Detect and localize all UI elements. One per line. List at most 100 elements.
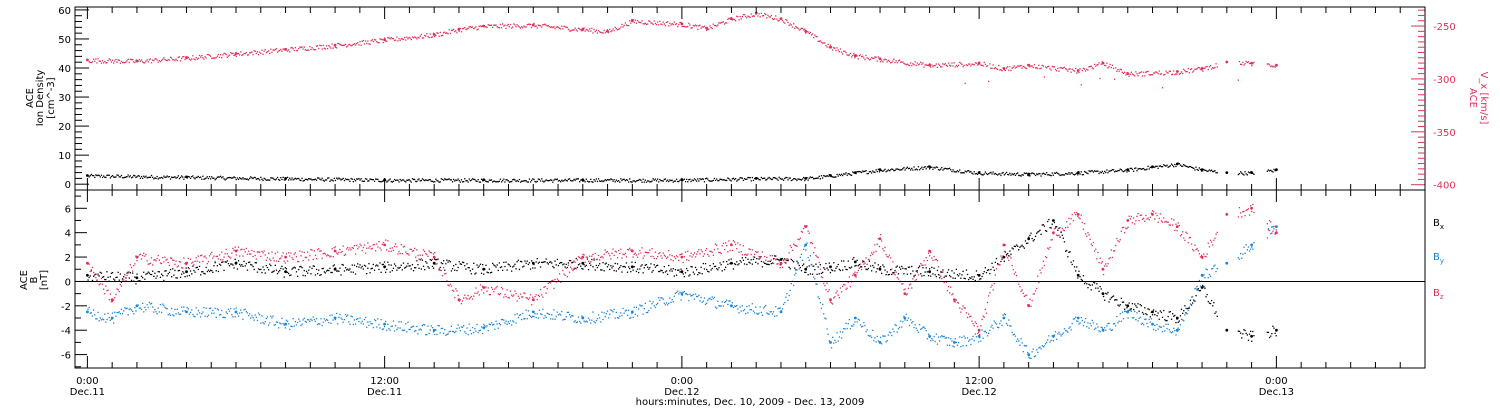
- trace-dot: [419, 259, 421, 261]
- trace-dot: [827, 269, 829, 271]
- trace-dot: [148, 272, 150, 274]
- trace-dot: [1192, 167, 1194, 169]
- trace-dot: [349, 323, 351, 325]
- trace-dot: [285, 253, 288, 255]
- trace-dot: [1059, 333, 1061, 335]
- trace-dot: [468, 26, 470, 28]
- trace-dot: [813, 276, 815, 278]
- density-axis-label-unit: [cm^-3]: [46, 77, 57, 118]
- trace-dot: [1004, 251, 1007, 253]
- trace-dot: [545, 316, 547, 319]
- trace-dot: [514, 314, 516, 316]
- trace-dot: [379, 38, 381, 40]
- trace-dot: [1048, 174, 1050, 176]
- trace-dot: [1010, 174, 1012, 176]
- trace-dot: [584, 181, 586, 183]
- trace-dot: [748, 261, 750, 263]
- trace-dot: [557, 180, 560, 182]
- trace-dot: [594, 269, 596, 271]
- trace-dot: [601, 311, 603, 313]
- trace-dot: [150, 302, 153, 305]
- trace-dot: [198, 265, 201, 268]
- trace-dot: [366, 273, 368, 275]
- trace-dot: [1047, 174, 1049, 176]
- trace-dot: [859, 54, 862, 56]
- trace-dot: [716, 307, 718, 309]
- trace-dot: [1270, 169, 1272, 171]
- trace-dot: [1148, 318, 1150, 320]
- trace-dot: [330, 255, 332, 257]
- trace-dot: [443, 267, 445, 269]
- trace-dot: [337, 42, 339, 45]
- trace-dot: [408, 254, 410, 256]
- trace-dot: [440, 35, 442, 37]
- trace-dot: [1086, 172, 1088, 174]
- trace-dot: [322, 179, 324, 181]
- trace-dot: [687, 25, 689, 28]
- trace-dot: [1185, 71, 1187, 73]
- trace-dot: [752, 179, 755, 182]
- trace-dot: [241, 311, 243, 314]
- trace-dot: [923, 274, 925, 277]
- trace-dot: [853, 172, 855, 174]
- trace-dot: [415, 37, 417, 39]
- trace-dot: [708, 180, 710, 182]
- trace-dot: [910, 319, 912, 321]
- trace-dot: [376, 243, 378, 245]
- trace-dot: [447, 261, 449, 263]
- trace-dot: [688, 22, 690, 25]
- trace-dot: [941, 271, 943, 273]
- trace-dot: [1041, 224, 1043, 226]
- trace-dot: [535, 294, 537, 296]
- trace-dot: [488, 294, 490, 296]
- trace-dot: [179, 60, 182, 62]
- trace-dot: [766, 178, 768, 181]
- trace-dot: [404, 267, 406, 269]
- trace-dot: [1093, 282, 1096, 284]
- trace-dot: [655, 23, 658, 26]
- trace-dot: [234, 246, 236, 248]
- trace-dot: [884, 168, 886, 170]
- trace-dot: [105, 285, 107, 287]
- trace-dot: [561, 262, 563, 264]
- trace-dot: [330, 322, 332, 324]
- trace-dot: [562, 28, 564, 30]
- trace-dot: [1110, 329, 1112, 331]
- trace-dot: [607, 264, 610, 266]
- trace-dot: [407, 262, 409, 265]
- trace-dot: [446, 179, 448, 181]
- trace-dot: [1241, 172, 1243, 174]
- trace-dot: [1272, 66, 1274, 68]
- trace-dot: [616, 29, 619, 31]
- trace-dot: [106, 290, 108, 292]
- trace-dot: [1252, 248, 1254, 250]
- trace-dot: [298, 318, 300, 320]
- trace-dot: [168, 59, 171, 61]
- trace-dot: [866, 329, 868, 331]
- trace-dot: [488, 24, 490, 26]
- trace-dot: [425, 179, 427, 181]
- trace-dot: [1042, 172, 1044, 174]
- trace-dot: [1083, 170, 1086, 173]
- trace-dot: [894, 269, 896, 272]
- trace-dot: [120, 308, 123, 310]
- trace-dot: [920, 328, 922, 330]
- trace-dot: [486, 271, 488, 273]
- trace-dot: [489, 24, 492, 26]
- data-point: [1250, 206, 1253, 210]
- trace-dot: [237, 260, 240, 262]
- trace-dot: [340, 274, 342, 276]
- trace-dot: [1136, 312, 1138, 314]
- trace-dot: [231, 177, 233, 179]
- trace-dot: [181, 175, 183, 177]
- trace-dot: [211, 312, 213, 314]
- trace-dot: [391, 270, 393, 272]
- trace-dot: [1169, 165, 1171, 167]
- trace-dot: [1216, 172, 1218, 174]
- trace-dot: [597, 178, 600, 180]
- trace-dot: [1172, 331, 1174, 333]
- trace-dot: [1252, 172, 1254, 174]
- trace-dot: [544, 23, 546, 25]
- trace-dot: [789, 268, 791, 270]
- trace-dot: [343, 179, 346, 182]
